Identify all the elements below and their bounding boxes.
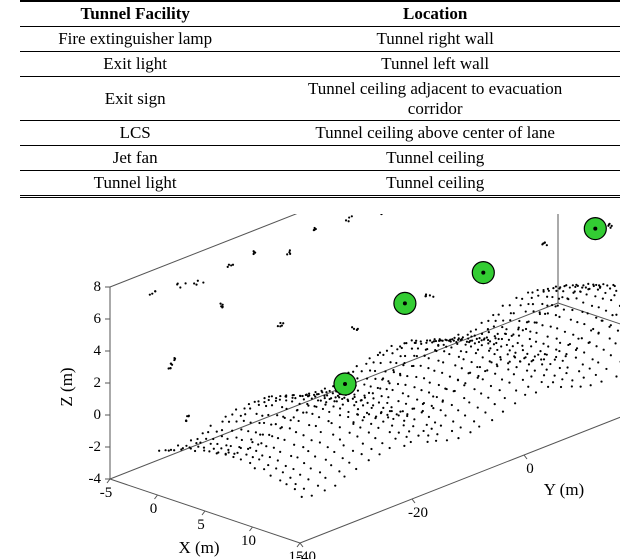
pointcloud-plot: -4-202468Z (m)-5051015X (m)-40-2002040Y … — [20, 214, 620, 559]
table-row: Exit light Tunnel left wall — [20, 52, 620, 77]
cell-location: Tunnel ceiling above center of lane — [250, 121, 620, 146]
cell-location: Tunnel left wall — [250, 52, 620, 77]
svg-text:Y (m): Y (m) — [544, 480, 584, 499]
cell-location: Tunnel right wall — [250, 27, 620, 52]
cell-location: Tunnel ceiling adjacent to evacuationcor… — [250, 77, 620, 121]
cell-facility: Exit light — [20, 52, 250, 77]
svg-text:-2: -2 — [89, 439, 102, 455]
svg-text:4: 4 — [94, 343, 102, 359]
svg-text:-20: -20 — [408, 505, 428, 521]
svg-text:10: 10 — [241, 533, 256, 549]
facility-table-body: Fire extinguisher lamp Tunnel right wall… — [20, 27, 620, 197]
col-header-facility: Tunnel Facility — [20, 1, 250, 27]
svg-text:-5: -5 — [100, 485, 113, 501]
svg-text:0: 0 — [526, 461, 534, 477]
table-row: LCS Tunnel ceiling above center of lane — [20, 121, 620, 146]
svg-text:Z (m): Z (m) — [57, 368, 76, 407]
table-row: Exit sign Tunnel ceiling adjacent to eva… — [20, 77, 620, 121]
cell-facility: LCS — [20, 121, 250, 146]
table-row: Fire extinguisher lamp Tunnel right wall — [20, 27, 620, 52]
svg-text:8: 8 — [94, 279, 102, 295]
cell-facility: Exit sign — [20, 77, 250, 121]
svg-text:-40: -40 — [296, 549, 316, 559]
svg-text:5: 5 — [197, 517, 205, 533]
table-row: Jet fan Tunnel ceiling — [20, 146, 620, 171]
svg-text:X (m): X (m) — [178, 538, 219, 557]
svg-text:0: 0 — [150, 501, 158, 517]
col-header-location: Location — [250, 1, 620, 27]
svg-text:0: 0 — [94, 407, 102, 423]
cell-facility: Tunnel light — [20, 171, 250, 197]
cell-facility: Jet fan — [20, 146, 250, 171]
svg-text:2: 2 — [94, 375, 102, 391]
svg-text:6: 6 — [94, 311, 102, 327]
facility-table: Tunnel Facility Location Fire extinguish… — [20, 0, 620, 198]
table-row: Tunnel light Tunnel ceiling — [20, 171, 620, 197]
cell-location-text: Tunnel ceiling adjacent to evacuationcor… — [308, 79, 562, 118]
plot-svg: -4-202468Z (m)-5051015X (m)-40-2002040Y … — [20, 214, 620, 559]
cell-facility: Fire extinguisher lamp — [20, 27, 250, 52]
cell-location: Tunnel ceiling — [250, 171, 620, 197]
cell-location: Tunnel ceiling — [250, 146, 620, 171]
